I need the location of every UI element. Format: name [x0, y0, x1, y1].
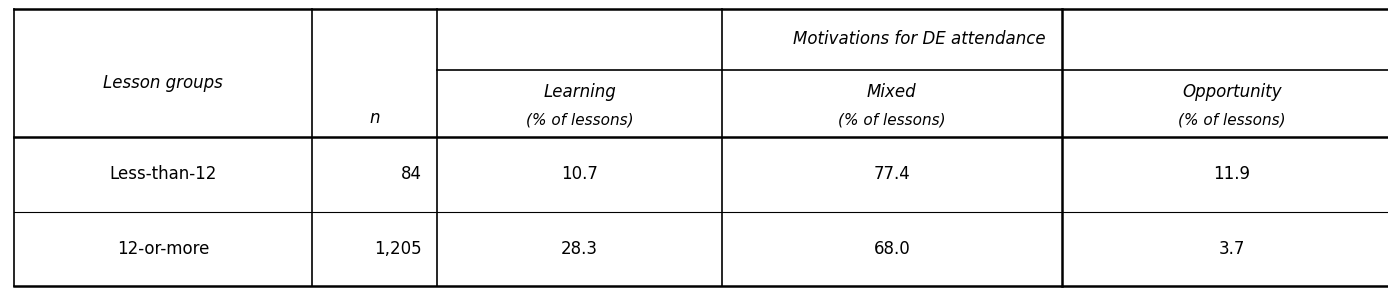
Text: (% of lessons): (% of lessons) [838, 112, 945, 127]
Text: 84: 84 [401, 166, 422, 183]
Text: 3.7: 3.7 [1219, 240, 1245, 258]
Text: Mixed: Mixed [868, 83, 916, 101]
Text: 10.7: 10.7 [561, 166, 598, 183]
Text: Less-than-12: Less-than-12 [110, 166, 217, 183]
Text: Opportunity: Opportunity [1183, 83, 1281, 101]
Text: Learning: Learning [543, 83, 616, 101]
Text: (% of lessons): (% of lessons) [1178, 112, 1285, 127]
Text: 68.0: 68.0 [873, 240, 911, 258]
Text: Motivations for DE attendance: Motivations for DE attendance [793, 30, 1047, 48]
Text: 77.4: 77.4 [873, 166, 911, 183]
Text: n: n [369, 109, 380, 127]
Text: (% of lessons): (% of lessons) [526, 112, 633, 127]
Text: 28.3: 28.3 [561, 240, 598, 258]
Text: 11.9: 11.9 [1213, 166, 1251, 183]
Text: 12-or-more: 12-or-more [117, 240, 210, 258]
Text: Lesson groups: Lesson groups [103, 74, 223, 92]
Text: 1,205: 1,205 [375, 240, 422, 258]
